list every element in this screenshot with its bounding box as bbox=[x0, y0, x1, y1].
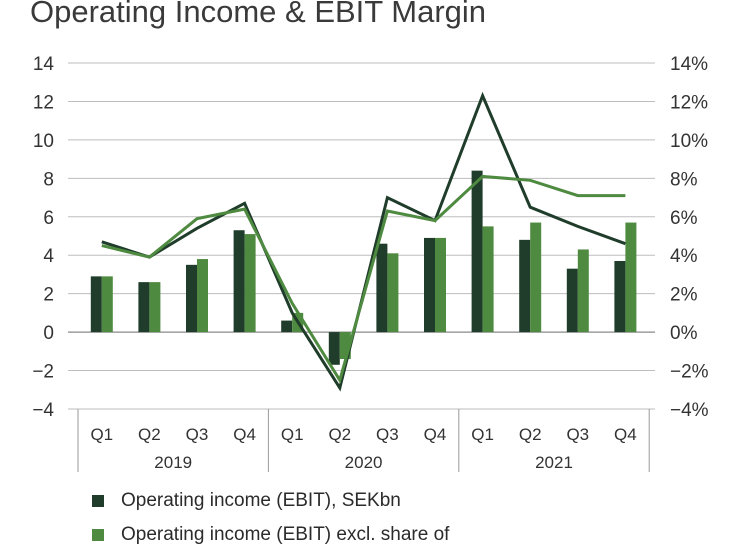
y-left-tick-label: 14 bbox=[33, 54, 55, 75]
quarter-label: Q4 bbox=[233, 425, 256, 444]
bar bbox=[376, 243, 388, 333]
year-label: 2021 bbox=[535, 453, 573, 472]
y-right-tick-label: 14% bbox=[670, 54, 708, 75]
chart: 14 14% 12 12% 10 10% 8 8% 6 6% 4 4% 2 2% 0 0% −2 −2% −4 −4%… bbox=[32, 54, 709, 472]
y-right-tick-label: 0% bbox=[670, 323, 698, 344]
lines bbox=[101, 91, 626, 392]
y-left-tick-label: 10 bbox=[33, 131, 54, 152]
bar bbox=[482, 226, 494, 333]
quarter-label: Q4 bbox=[614, 425, 637, 444]
quarter-label: Q2 bbox=[138, 425, 161, 444]
quarter-label: Q2 bbox=[328, 425, 351, 444]
legend-item-ebit: Operating income (EBIT), SEKbn bbox=[92, 484, 449, 518]
quarter-label: Q3 bbox=[186, 425, 209, 444]
y-left-tick-label: −4 bbox=[32, 400, 54, 421]
y-left-tick-label: 8 bbox=[43, 169, 54, 190]
legend-swatch-ebit bbox=[92, 495, 104, 507]
bar bbox=[471, 170, 483, 333]
bar bbox=[233, 230, 245, 333]
bar bbox=[566, 268, 578, 333]
bar bbox=[577, 249, 589, 333]
bar bbox=[186, 264, 197, 333]
y-right-tick-label: 10% bbox=[670, 131, 708, 152]
quarter-label: Q1 bbox=[471, 425, 494, 444]
y-left-tick-label: 4 bbox=[43, 246, 54, 267]
bar bbox=[90, 276, 102, 333]
legend-swatch-ebit-excl bbox=[92, 529, 104, 541]
bar bbox=[101, 276, 113, 333]
bar bbox=[519, 239, 531, 333]
y-left-tick-label: 0 bbox=[43, 323, 54, 344]
quarter-label: Q1 bbox=[281, 425, 304, 444]
chart-title: Operating Income & EBIT Margin bbox=[30, 0, 487, 29]
year-label: 2020 bbox=[345, 453, 383, 472]
legend-item-ebit-excl: Operating income (EBIT) excl. share of bbox=[92, 518, 449, 552]
y-left-tick-label: 12 bbox=[33, 92, 54, 113]
y-right-tick-label: −2% bbox=[670, 362, 709, 383]
legend: Operating income (EBIT), SEKbn Operating… bbox=[92, 484, 449, 552]
bar bbox=[328, 332, 340, 365]
bar bbox=[435, 237, 446, 333]
bar bbox=[625, 222, 637, 333]
legend-label-ebit-excl: Operating income (EBIT) excl. share of bbox=[121, 524, 450, 545]
bar bbox=[149, 282, 161, 333]
quarter-label: Q4 bbox=[424, 425, 447, 444]
y-right-tick-label: 2% bbox=[670, 285, 698, 306]
bar bbox=[387, 253, 399, 333]
bar bbox=[339, 332, 351, 360]
y-right-tick-label: 6% bbox=[670, 208, 698, 229]
quarter-label: Q1 bbox=[90, 425, 113, 444]
y-right-tick-label: 8% bbox=[670, 169, 698, 190]
y-left-tick-label: −2 bbox=[32, 362, 54, 383]
bar bbox=[424, 237, 435, 333]
bar bbox=[138, 282, 150, 333]
quarter-label: Q2 bbox=[519, 425, 542, 444]
year-label: 2019 bbox=[154, 453, 192, 472]
quarter-label: Q3 bbox=[376, 425, 399, 444]
bar bbox=[281, 320, 293, 333]
bars bbox=[90, 170, 637, 365]
y-left-tick-label: 6 bbox=[43, 208, 54, 229]
series-line bbox=[101, 174, 626, 384]
gridlines bbox=[68, 62, 655, 410]
legend-label-ebit: Operating income (EBIT), SEKbn bbox=[121, 490, 401, 511]
axes: 14 14% 12 12% 10 10% 8 8% 6 6% 4 4% 2 2% 0 0% −2 −2% −4 −4%… bbox=[32, 54, 709, 472]
y-right-tick-label: 4% bbox=[670, 246, 698, 267]
bar bbox=[244, 234, 256, 333]
y-left-tick-label: 2 bbox=[43, 285, 54, 306]
y-right-tick-label: −4% bbox=[670, 400, 709, 421]
y-right-tick-label: 12% bbox=[670, 92, 708, 113]
quarter-label: Q3 bbox=[566, 425, 589, 444]
bar bbox=[197, 259, 208, 333]
bar bbox=[614, 260, 626, 333]
bar bbox=[530, 222, 542, 333]
